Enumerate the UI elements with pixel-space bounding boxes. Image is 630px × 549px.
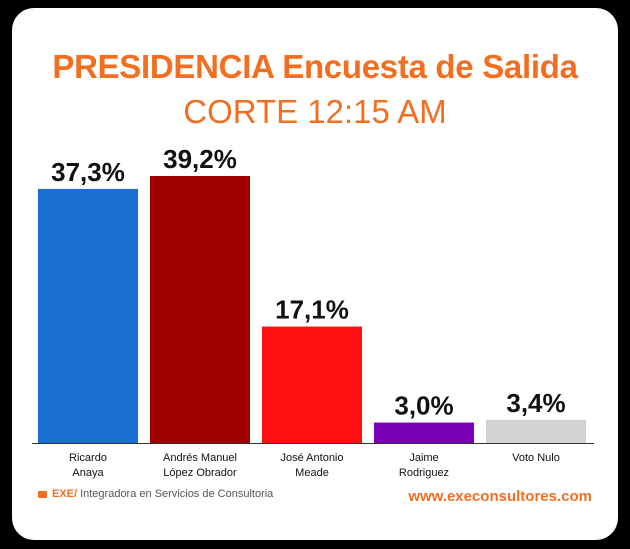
brand-mark-icon [38,490,47,498]
bar-chart: 37,3% Ricardo Anaya 39,2% Andrés Manuel López… [32,144,594,479]
bar-3 [374,422,474,443]
category-label-1: Andrés Manuel López Obrador [163,452,237,479]
category-label-2: José Antonio Meade [281,452,344,479]
chart-title: PRESIDENCIA Encuesta de Salida [52,48,578,85]
bar-1 [150,176,250,443]
chart-card: PRESIDENCIA Encuesta de Salida CORTE 12:… [12,8,618,540]
data-label-4: 3,4% [506,388,565,418]
data-label-1: 39,2% [163,144,237,174]
brand-name: EXE/ [52,488,78,500]
data-label-2: 17,1% [275,295,349,325]
bar-2 [262,326,362,443]
category-label-0: Ricardo Anaya [69,452,107,479]
bar-0 [38,188,138,443]
category-label-3: Jaime Rodriguez [399,452,449,479]
brand-tagline: Integradora en Servicios de Consultoria [80,488,274,500]
website-link[interactable]: www.execonsultores.com [408,488,592,505]
bar-4 [486,419,586,443]
data-label-0: 37,3% [51,157,125,187]
chart-subtitle: CORTE 12:15 AM [183,93,447,130]
data-label-3: 3,0% [394,391,453,421]
footer-branding: EXE/ Integradora en Servicios de Consult… [38,488,273,500]
category-label-4: Voto Nulo [512,452,560,464]
